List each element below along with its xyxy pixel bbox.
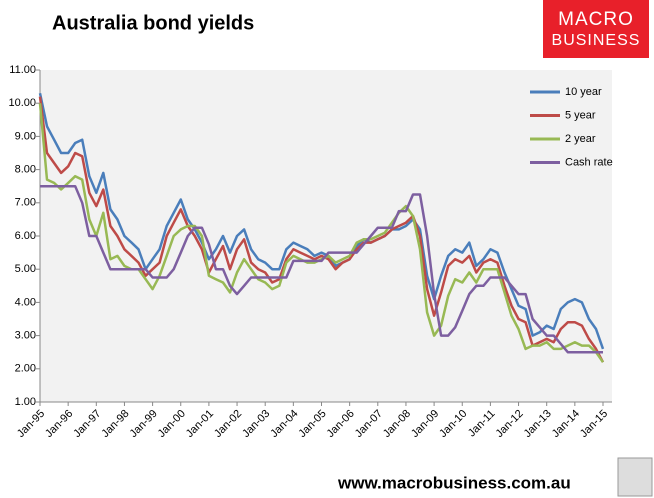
x-tick-label: Jan-05 [296,408,328,440]
x-tick-label: Jan-97 [71,408,103,440]
x-tick-label: Jan-99 [128,408,160,440]
x-tick-label: Jan-00 [156,408,188,440]
x-tick-label: Jan-98 [99,408,131,440]
x-tick-label: Jan-03 [240,408,272,440]
x-tick-label: Jan-95 [15,408,47,440]
x-tick-label: Jan-09 [409,408,441,440]
y-tick-label: 6.00 [15,230,36,242]
x-tick-label: Jan-11 [466,408,498,440]
legend-label: 5 year [565,109,596,121]
x-tick-label: Jan-13 [522,408,554,440]
logo-text: MACRO [558,9,634,30]
y-tick-label: 8.00 [15,164,36,176]
x-tick-label: Jan-01 [184,408,216,440]
x-tick-label: Jan-04 [268,408,300,440]
plot-area [40,70,612,402]
x-tick-label: Jan-07 [353,408,385,440]
chart-title: Australia bond yields [52,12,254,34]
x-tick-label: Jan-06 [325,408,357,440]
y-tick-label: 9.00 [15,130,36,142]
series-line [40,184,603,354]
y-tick-label: 7.00 [15,197,36,209]
website: www.macrobusiness.com.au [337,473,571,492]
y-tick-label: 1.00 [15,396,36,408]
legend-label: 10 year [565,86,602,98]
x-tick-label: Jan-15 [578,408,610,440]
logo-icon [617,457,653,497]
x-tick-label: Jan-12 [493,408,525,440]
legend-label: Cash rate [565,156,613,168]
logo-text: BUSINESS [552,32,641,49]
y-tick-label: 3.00 [15,330,36,342]
x-tick-label: Jan-10 [437,408,469,440]
logo [543,0,649,58]
x-tick-label: Jan-02 [212,408,244,440]
legend-label: 2 year [565,133,596,145]
x-tick-label: Jan-08 [381,408,413,440]
x-tick-label: Jan-14 [550,408,582,440]
y-tick-label: 10.00 [8,97,36,109]
y-tick-label: 2.00 [15,363,36,375]
series-line [38,96,605,363]
y-tick-label: 4.00 [15,296,36,308]
y-tick-label: 5.00 [15,263,36,275]
y-tick-label: 11.00 [9,64,36,76]
x-tick-label: Jan-96 [43,408,75,440]
